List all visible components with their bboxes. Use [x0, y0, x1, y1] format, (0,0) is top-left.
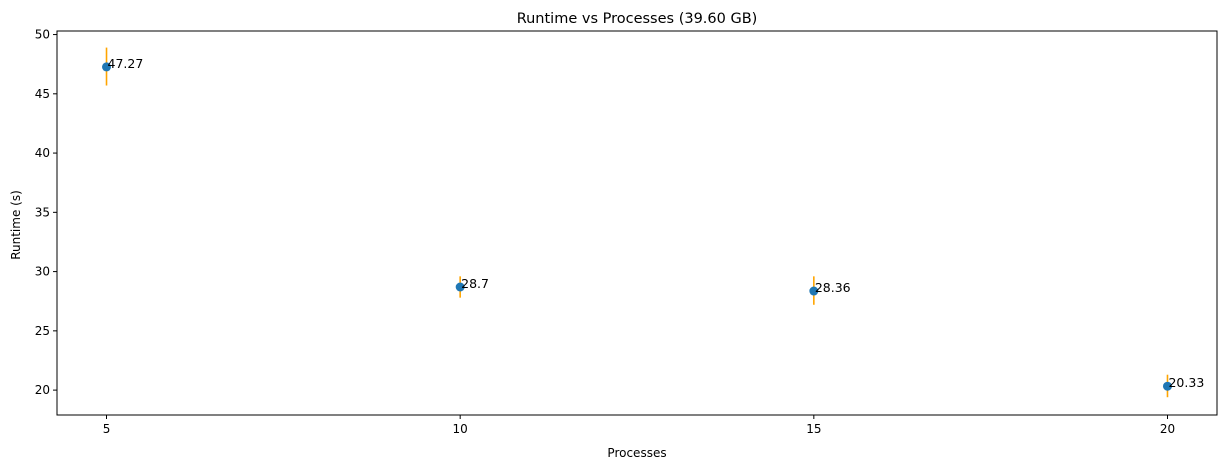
data-label: 28.36 — [815, 280, 851, 295]
y-tick-label: 45 — [35, 87, 50, 101]
data-point — [809, 286, 819, 296]
plot-area: 5 10 15 20 20 25 30 35 40 45 50 47.27 28.7 28.36 20.33 — [35, 28, 1218, 436]
y-tick-label: 30 — [35, 265, 50, 279]
x-tick-label: 15 — [806, 422, 821, 436]
plot-frame — [56, 30, 1218, 416]
y-tick-label: 50 — [35, 28, 50, 42]
data-point — [455, 282, 465, 292]
data-point — [1162, 381, 1172, 391]
y-tick-label: 40 — [35, 146, 50, 160]
y-tick-label: 35 — [35, 205, 50, 219]
data-label: 20.33 — [1168, 375, 1204, 390]
y-tick-label: 25 — [35, 324, 50, 338]
data-label: 28.7 — [461, 276, 489, 291]
y-tick-label: 20 — [35, 383, 50, 397]
x-tick-label: 5 — [103, 422, 111, 436]
x-tick-label: 10 — [453, 422, 468, 436]
chart-title: Runtime vs Processes (39.60 GB) — [517, 11, 758, 27]
x-tick-label: 20 — [1160, 422, 1175, 436]
y-axis-label: Runtime (s) — [9, 190, 23, 260]
data-label: 47.27 — [108, 56, 144, 71]
data-point — [102, 62, 112, 72]
x-axis-label: Processes — [607, 446, 666, 460]
